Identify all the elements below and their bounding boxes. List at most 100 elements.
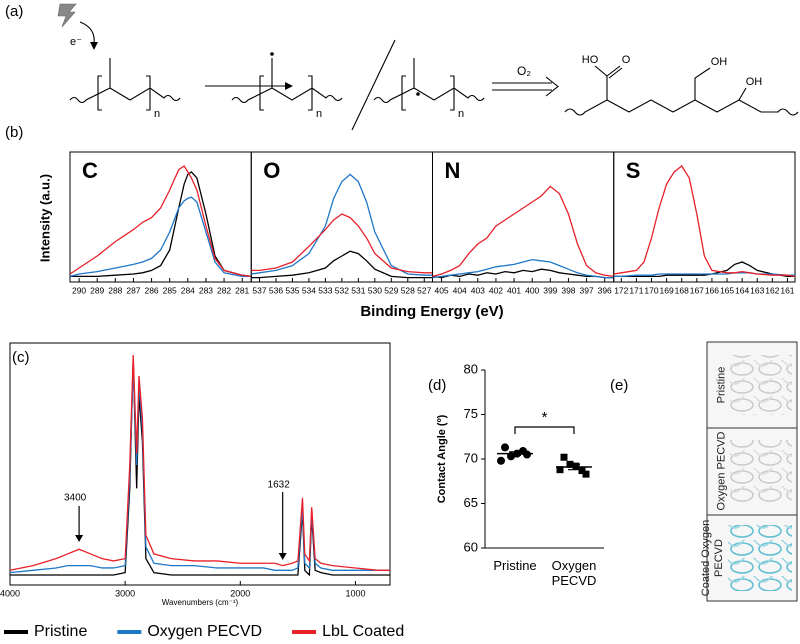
- x-tick-label: 531: [351, 285, 365, 295]
- panel-title: O: [263, 158, 280, 183]
- group-label: OH: [711, 56, 728, 68]
- polymer-chain: [373, 58, 485, 111]
- plot-frame: [9, 342, 391, 586]
- repeat-label: n: [316, 108, 322, 120]
- arrow-head: [278, 553, 287, 560]
- x-tick-label: 404: [453, 285, 467, 295]
- x-tick-label: 281: [235, 285, 249, 295]
- photo-panel: [706, 341, 798, 602]
- photo-label: Coated Oxygen PECVD: [700, 519, 725, 597]
- x-tick-label: 397: [579, 285, 593, 295]
- x-tick-label: 537: [252, 285, 266, 295]
- arrow-head: [75, 535, 84, 542]
- divider-slash: [351, 39, 396, 131]
- x-tick-label: 285: [163, 285, 177, 295]
- x-tick-label: 2000: [230, 588, 250, 598]
- spectrum-line: [9, 366, 390, 574]
- panel-title: N: [445, 158, 461, 183]
- y-tick-label: 65: [464, 495, 478, 510]
- x-tick-label: 167: [690, 285, 704, 295]
- x-tick-label: 533: [318, 285, 332, 295]
- panel-label: (d): [428, 377, 446, 394]
- arrow-head: [285, 82, 293, 90]
- spectrum-line: [432, 268, 614, 279]
- data-point: [497, 456, 505, 465]
- y-tick-label: 70: [464, 450, 478, 465]
- error-bar: [568, 463, 580, 471]
- photo-mesh: [730, 440, 792, 502]
- significance-bracket: [514, 426, 575, 434]
- x-tick-label: 170: [644, 285, 658, 295]
- x-tick-label: 165: [720, 285, 734, 295]
- data-point: [578, 467, 586, 475]
- spectrum-line: [251, 173, 433, 276]
- x-tick-label: 535: [285, 285, 299, 295]
- x-tick-label: 532: [335, 285, 349, 295]
- spectrum-line: [9, 354, 390, 571]
- spectrum-line: [613, 165, 796, 278]
- x-tick-label: 171: [629, 285, 643, 295]
- x-tick-label: 164: [735, 285, 749, 295]
- x-tick-label: 527: [417, 285, 431, 295]
- x-tick-label: 172: [614, 285, 628, 295]
- significance-label: *: [542, 409, 548, 426]
- x-tick-label: 284: [181, 285, 195, 295]
- x-tick-label: Oxygen PECVD: [551, 558, 597, 588]
- x-tick-label: 169: [660, 285, 674, 295]
- x-tick-label: 289: [90, 285, 104, 295]
- x-tick-label: 3000: [115, 588, 135, 598]
- photo-label: Oxygen PECVD: [715, 431, 728, 511]
- legend-label: LbL Coated: [322, 623, 404, 640]
- y-axis-label: Contact Angle (º): [436, 414, 448, 503]
- x-axis-label: Binding Energy (eV): [360, 303, 503, 320]
- photo-mesh: [730, 355, 792, 415]
- spectrum-line: [432, 185, 614, 278]
- panel-label: (c): [12, 349, 30, 366]
- spectrum-line: [70, 171, 252, 278]
- x-tick-label: 534: [302, 285, 316, 295]
- annotation: 1632: [268, 480, 291, 491]
- arrow-head: [545, 76, 559, 97]
- data-point: [572, 462, 580, 470]
- annotation: 3400: [64, 493, 87, 504]
- x-tick-label: 1000: [345, 588, 365, 598]
- panel-title: C: [82, 158, 98, 183]
- data-point: [560, 453, 568, 461]
- reagent-label: O₂: [517, 64, 531, 78]
- x-tick-label: 161: [780, 285, 794, 295]
- x-tick-label: 536: [269, 285, 283, 295]
- lightning-icon: [57, 3, 77, 28]
- x-tick-label: 405: [434, 285, 448, 295]
- x-tick-label: 530: [368, 285, 382, 295]
- x-tick-label: 290: [72, 285, 86, 295]
- panel-label: (b): [5, 124, 23, 141]
- x-tick-label: 403: [471, 285, 485, 295]
- curved-arrow: [79, 21, 95, 45]
- x-tick-label: 529: [384, 285, 398, 295]
- legend-label: Oxygen PECVD: [147, 623, 262, 640]
- x-tick-label: 163: [750, 285, 764, 295]
- y-tick-label: 80: [464, 361, 478, 376]
- group-label: HO: [582, 54, 599, 66]
- y-tick-label: 75: [464, 406, 478, 421]
- repeat-label: n: [154, 108, 160, 120]
- radical-dot: [416, 92, 420, 96]
- polymer-chain: [231, 58, 343, 111]
- data-point: [556, 466, 564, 474]
- x-tick-label: 168: [675, 285, 689, 295]
- spectrum-line: [251, 250, 433, 279]
- spectrum-line: [69, 165, 252, 278]
- data-point: [582, 470, 590, 478]
- x-tick-label: 282: [217, 285, 231, 295]
- x-tick-label: Pristine: [493, 558, 537, 573]
- panel-title: S: [626, 158, 641, 183]
- group-label: O: [622, 54, 631, 66]
- x-tick-label: 283: [199, 285, 213, 295]
- polymer-chain: [69, 58, 181, 111]
- spectrum-line: [613, 261, 795, 278]
- radical-dot: [270, 52, 274, 56]
- photo-label: Pristine: [715, 366, 728, 404]
- photo-mesh: [728, 525, 792, 591]
